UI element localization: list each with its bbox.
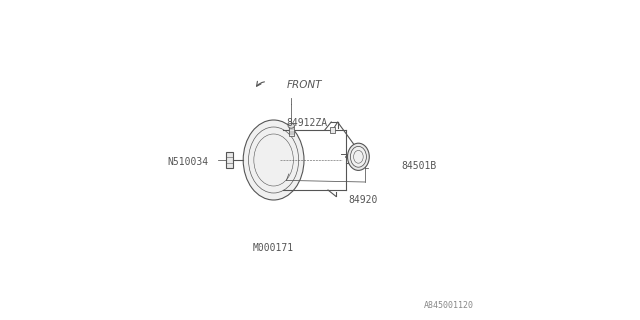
Text: A845001120: A845001120 [424, 301, 474, 310]
Text: 84912ZA: 84912ZA [287, 118, 328, 128]
Text: N510034: N510034 [167, 156, 208, 167]
Text: 84920: 84920 [349, 195, 378, 205]
Bar [289, 126, 294, 136]
Ellipse shape [243, 120, 304, 200]
Text: M000171: M000171 [253, 243, 294, 253]
Ellipse shape [351, 147, 367, 167]
Text: FRONT: FRONT [287, 80, 322, 90]
Bar [226, 152, 233, 168]
Ellipse shape [348, 143, 369, 171]
Bar [330, 127, 335, 133]
Ellipse shape [288, 124, 294, 128]
Text: 84501B: 84501B [402, 161, 437, 172]
